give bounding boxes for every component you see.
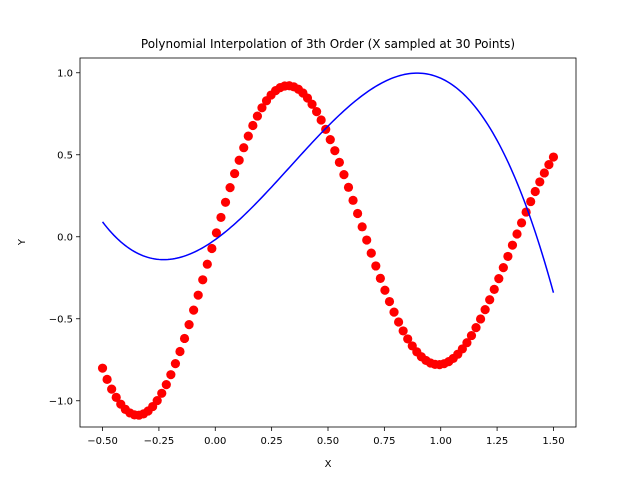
scatter-point: [339, 170, 349, 180]
scatter-point: [211, 228, 222, 238]
scatter-point: [316, 115, 326, 125]
x-axis-ticks: −0.50 −0.25 0.00 0.25 0.50 0.75 1.00 1.25 1.50: [87, 427, 565, 447]
scatter-point: [544, 160, 554, 170]
scatter-point: [193, 290, 203, 300]
scatter-point: [312, 107, 322, 117]
scatter-point: [366, 248, 376, 258]
scatter-point: [202, 259, 212, 269]
scatter-point: [471, 323, 481, 333]
x-tick-label: 0.75: [373, 436, 395, 447]
y-tick-label: −0.5: [49, 314, 73, 325]
scatter-point: [462, 338, 472, 348]
scatter-point: [466, 330, 477, 341]
x-tick-label: −0.50: [87, 436, 118, 447]
scatter-point: [248, 120, 258, 131]
scatter-point: [371, 261, 381, 271]
scatter-point: [152, 396, 162, 406]
scatter-point: [220, 197, 231, 207]
scatter-point: [184, 320, 194, 330]
scatter-point: [330, 146, 340, 156]
scatter-point: [380, 285, 390, 295]
scatter-point: [353, 208, 363, 219]
axes-frame: [79, 57, 577, 428]
chart-title: Polynomial Interpolation of 3th Order (X…: [141, 37, 515, 51]
scatter-point: [166, 370, 176, 380]
scatter-point: [175, 346, 185, 357]
scatter-point: [393, 317, 404, 327]
scatter-point: [526, 196, 536, 207]
scatter-point: [489, 284, 499, 294]
scatter-point: [539, 168, 549, 178]
scatter-point: [207, 243, 217, 254]
scatter-point: [494, 274, 504, 284]
scatter-point: [498, 262, 508, 273]
x-tick-label: 0.50: [317, 436, 339, 447]
y-tick-label: 0.0: [57, 232, 73, 243]
y-axis-label: Y: [17, 238, 28, 246]
scatter-point: [111, 392, 121, 403]
scatter-point: [480, 305, 490, 315]
scatter-point: [161, 380, 171, 390]
scatter-point: [307, 99, 317, 109]
scatter-point: [485, 295, 495, 305]
scatter-point: [234, 155, 244, 165]
scatter-point: [252, 111, 263, 121]
x-tick-label: 1.00: [430, 436, 452, 447]
y-tick-label: 1.0: [57, 68, 73, 79]
x-tick-label: 1.25: [486, 436, 508, 447]
scatter-point: [343, 182, 354, 192]
scatter-point: [348, 195, 358, 205]
scatter-point: [535, 177, 545, 187]
interpolation-line: [101, 72, 555, 293]
y-axis-ticks: −1.0 −0.5 0.0 0.5 1.0: [49, 68, 80, 407]
scatter-point: [334, 157, 344, 167]
scatter-point: [225, 183, 235, 193]
scatter-point: [375, 273, 385, 283]
scatter-point: [257, 103, 267, 113]
scatter-point: [384, 296, 395, 307]
scatter-point: [530, 186, 540, 197]
scatter-point: [325, 135, 335, 145]
x-tick-label: 0.00: [204, 436, 226, 447]
x-axis-label: X: [325, 459, 332, 470]
scatter-point: [512, 229, 522, 239]
scatter-point: [216, 212, 226, 223]
x-tick-label: −0.25: [144, 436, 175, 447]
scatter-point: [357, 222, 367, 232]
x-tick-label: 0.25: [261, 436, 283, 447]
scatter-point: [507, 240, 518, 250]
scatter-point: [102, 374, 112, 384]
y-tick-label: −1.0: [49, 396, 73, 407]
scatter-point: [503, 251, 513, 262]
scatter-point: [179, 333, 190, 344]
scatter-point: [198, 275, 208, 285]
scatter-point: [362, 235, 372, 245]
scatter-point: [230, 168, 240, 179]
scatter-point: [157, 388, 167, 398]
scatter-point: [243, 131, 253, 141]
scatter-point: [170, 358, 181, 369]
scatter-point: [107, 384, 117, 394]
plot-area: [97, 72, 559, 420]
scatter-point: [548, 152, 559, 162]
scatter-point: [389, 307, 399, 317]
scatter-point: [398, 326, 408, 336]
scatter-point: [97, 363, 108, 373]
scatter-point: [403, 334, 413, 344]
scatter-point: [239, 143, 249, 153]
scatter-point: [516, 218, 527, 228]
y-tick-label: 0.5: [57, 150, 73, 161]
scatter-point: [475, 314, 486, 324]
x-tick-label: 1.50: [542, 436, 564, 447]
scatter-point: [189, 305, 199, 315]
